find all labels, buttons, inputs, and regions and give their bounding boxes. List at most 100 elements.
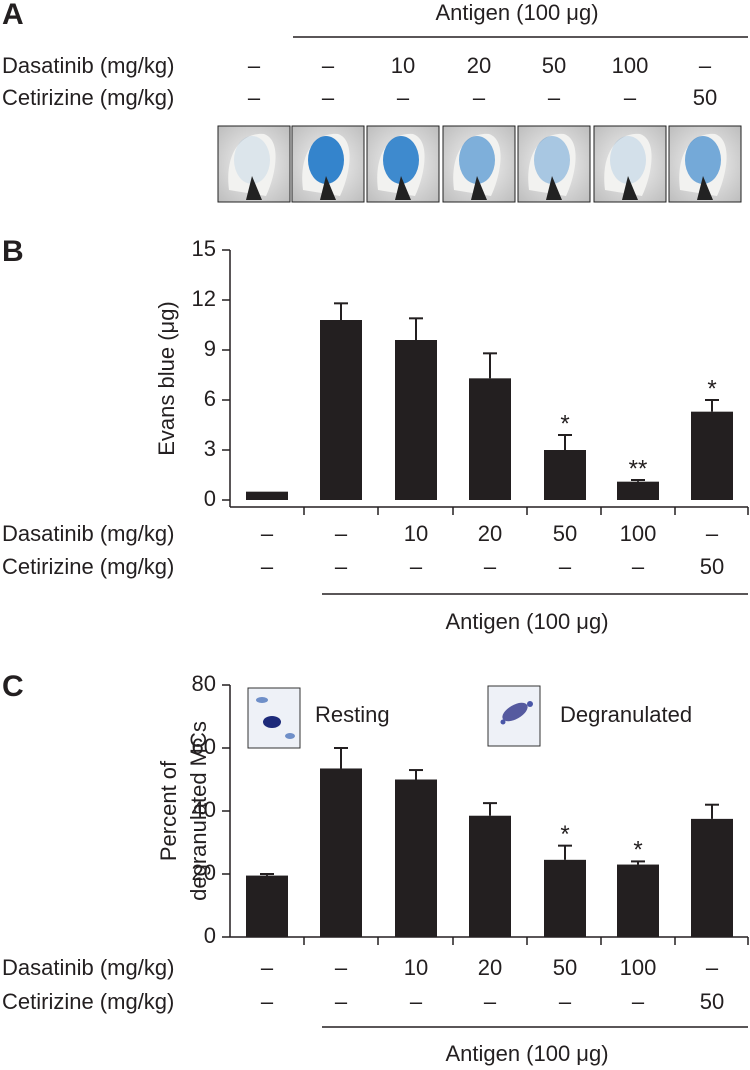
row-cell: 50: [700, 989, 724, 1014]
ear: [228, 133, 276, 196]
significance: *: [633, 837, 642, 864]
row-name: Cetirizine (mg/kg): [2, 554, 174, 579]
row-cell: –: [335, 554, 348, 579]
antigen-label: Antigen (100 μg): [445, 609, 608, 634]
row-cell: –: [322, 53, 335, 78]
y-tick-label: 6: [204, 386, 216, 411]
ear: [604, 133, 652, 196]
row-name: Cetirizine (mg/kg): [2, 85, 174, 110]
y-tick-label: 0: [204, 486, 216, 511]
row-cell: –: [624, 85, 637, 110]
row-name: Cetirizine (mg/kg): [2, 989, 174, 1014]
y-tick-label: 3: [204, 436, 216, 461]
y-axis-label: Percent of: [156, 760, 181, 861]
ear-base: [320, 176, 336, 200]
y-tick-label: 40: [192, 797, 216, 822]
row-cell: –: [706, 955, 719, 980]
row-cell: 20: [478, 955, 502, 980]
y-axis-label: Evans blue (μg): [154, 301, 179, 456]
y-tick-label: 60: [192, 734, 216, 759]
row-cell: –: [410, 989, 423, 1014]
bar: [691, 411, 733, 500]
dye: [685, 136, 721, 184]
dye: [459, 136, 495, 184]
row-cell: –: [248, 85, 261, 110]
row-cell: –: [335, 955, 348, 980]
bar: [617, 864, 659, 937]
row-cell: –: [632, 554, 645, 579]
row-cell: –: [397, 85, 410, 110]
y-tick-label: 20: [192, 860, 216, 885]
row-cell: –: [473, 85, 486, 110]
row-cell: 10: [404, 521, 428, 546]
row-cell: –: [632, 989, 645, 1014]
inset-label: Degranulated: [560, 702, 692, 727]
y-axis-label: degranulated MCs: [186, 721, 211, 901]
ear-base: [246, 176, 262, 200]
significance: **: [629, 455, 648, 482]
inset-images: [247, 685, 541, 749]
row-cell: –: [261, 554, 274, 579]
row-cell: –: [484, 989, 497, 1014]
significance: *: [707, 375, 716, 402]
row-cell: –: [484, 554, 497, 579]
ear-base: [622, 176, 638, 200]
bar: [246, 491, 288, 500]
row-name: Dasatinib (mg/kg): [2, 53, 174, 78]
row-cell: 50: [542, 53, 566, 78]
row-name: Dasatinib (mg/kg): [2, 955, 174, 980]
ear-base: [471, 176, 487, 200]
row-cell: 50: [553, 521, 577, 546]
row-cell: 100: [620, 521, 657, 546]
bar: [544, 859, 586, 937]
y-tick-label: 12: [192, 286, 216, 311]
row-cell: 50: [700, 554, 724, 579]
row-cell: –: [335, 989, 348, 1014]
bar: [395, 340, 437, 500]
bar: [617, 481, 659, 500]
panel-label: A: [2, 0, 24, 31]
row-cell: –: [322, 85, 335, 110]
bar: [320, 768, 362, 937]
granule: [500, 719, 506, 725]
row-cell: –: [261, 989, 274, 1014]
panel-label: C: [2, 670, 24, 703]
row-cell: 20: [467, 53, 491, 78]
row-cell: –: [559, 554, 572, 579]
antigen-label: Antigen (100 μg): [445, 1041, 608, 1066]
row-name: Dasatinib (mg/kg): [2, 521, 174, 546]
bar: [246, 875, 288, 937]
ear-base: [546, 176, 562, 200]
row-cell: –: [261, 955, 274, 980]
row-cell: –: [261, 521, 274, 546]
row-cell: –: [335, 521, 348, 546]
significance: *: [560, 821, 569, 848]
ear-base: [697, 176, 713, 200]
row-cell: –: [706, 521, 719, 546]
dye: [610, 136, 646, 184]
bar: [544, 450, 586, 500]
ear-base: [395, 176, 411, 200]
granule: [527, 701, 533, 707]
inset-label: Resting: [315, 702, 390, 727]
cell: [285, 733, 295, 739]
y-tick-label: 15: [192, 236, 216, 261]
panel-label: B: [2, 235, 24, 268]
dye: [534, 136, 570, 184]
row-cell: –: [548, 85, 561, 110]
dye: [308, 136, 344, 184]
row-cell: –: [699, 53, 712, 78]
row-cell: 20: [478, 521, 502, 546]
row-cell: 10: [391, 53, 415, 78]
row-cell: –: [248, 53, 261, 78]
antigen-label: Antigen (100 μg): [435, 0, 598, 25]
y-tick-label: 0: [204, 923, 216, 948]
row-cell: 50: [693, 85, 717, 110]
row-cell: 50: [553, 955, 577, 980]
bar: [320, 320, 362, 500]
bar: [691, 818, 733, 937]
dye: [383, 136, 419, 184]
dye: [234, 136, 270, 184]
cell: [263, 716, 281, 728]
